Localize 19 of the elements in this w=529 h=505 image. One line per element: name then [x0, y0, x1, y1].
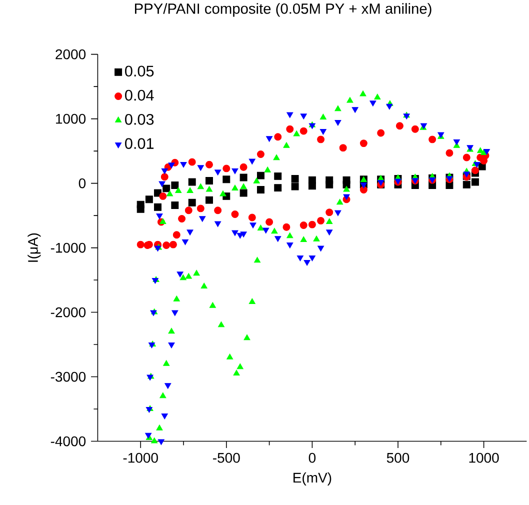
y-tick-label: 1000 — [56, 114, 86, 124]
x-tick-label: -1000 — [123, 452, 158, 463]
legend-label: 0.03 — [125, 114, 154, 125]
x-tick-label: 500 — [386, 452, 410, 463]
legend-label: 0.05 — [125, 66, 154, 77]
x-tick-label: 1000 — [469, 452, 499, 463]
y-tick-label: 2000 — [56, 49, 86, 60]
x-tick-label: 0 — [308, 452, 316, 463]
legend-title: PPY/PANI composite (0.05M PY + xM aniline) — [135, 3, 432, 17]
legend-label: 0.04 — [125, 90, 154, 101]
y-tick-label: -1000 — [50, 242, 86, 253]
y-tick-label: -2000 — [50, 307, 86, 318]
y-axis-title: I(μA) — [28, 233, 41, 262]
y-tick-label: 0 — [78, 178, 86, 188]
x-axis-title: E(mV) — [294, 472, 332, 486]
y-tick-label: -3000 — [50, 372, 86, 382]
x-tick-label: -500 — [213, 452, 240, 463]
y-tick-label: -4000 — [50, 436, 86, 446]
legend-label: 0.01 — [125, 138, 154, 149]
